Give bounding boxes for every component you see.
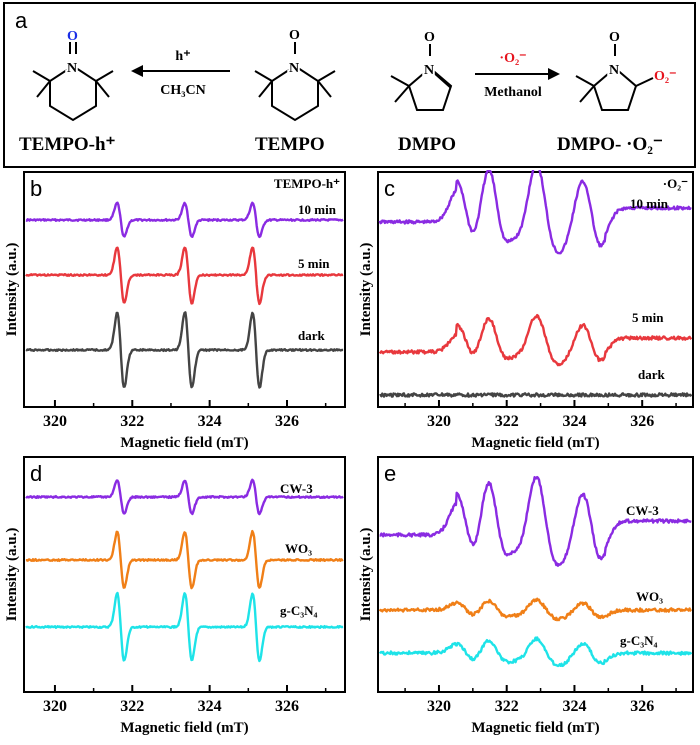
series-line: [25, 591, 344, 663]
dmpo-o2-n-bg: N: [609, 63, 619, 78]
y-axis-label: Intensity (a.u.): [358, 528, 374, 622]
series-label: WO₃: [636, 589, 663, 604]
panel-c: c ·O₂⁻ 320 322 324 326 Magnetic field (mT) Inte…: [350, 162, 700, 460]
series-label: 5 min: [298, 256, 330, 271]
tempo-structure: [254, 42, 336, 122]
tempo-label: TEMPO: [255, 134, 325, 155]
x-tick-label: 322: [120, 413, 144, 430]
series-label: dark: [638, 367, 666, 382]
x-tick-label: 326: [630, 698, 654, 715]
x-tick-label: 320: [427, 698, 451, 715]
series-label: 5 min: [632, 310, 664, 325]
series-line: [379, 475, 692, 567]
series-label: g-C₃N₄: [620, 633, 658, 648]
x-tick-label: 324: [198, 413, 222, 430]
dmpo-o2-radical: O₂⁻: [654, 69, 676, 84]
x-axis-label: Magnetic field (mT): [471, 720, 599, 736]
series-line: [379, 392, 693, 398]
series-line: [378, 597, 693, 622]
panel-label-a: a: [15, 8, 28, 33]
series-label: g-C₃N₄: [280, 603, 318, 618]
tempo-h-n: N: [67, 61, 77, 76]
dmpo-o2-n: N: [609, 63, 619, 78]
scheme-svg: a N N O TEMPO-h⁺ h⁺ CH₃CN N N O TEMPO: [15, 8, 676, 155]
dmpo-structure: [390, 44, 453, 111]
x-tick-label: 324: [562, 413, 586, 430]
series-line: [25, 311, 344, 389]
x-axis-label: Magnetic field (mT): [120, 435, 248, 451]
tempo-n: N: [289, 61, 299, 76]
tempo-h-label: TEMPO-h⁺: [19, 134, 116, 155]
series-label: 10 min: [630, 196, 669, 211]
x-tick-label: 320: [427, 413, 451, 430]
x-tick-label: 326: [275, 698, 299, 715]
chart-d: d 320 322 324 326 Magnetic field (mT) Intensit…: [4, 456, 346, 736]
x-tick-label: 324: [562, 698, 586, 715]
series-label: dark: [298, 328, 326, 343]
panel-label: d: [30, 461, 42, 486]
dmpo-n: N: [424, 63, 434, 78]
y-axis-label: Intensity (a.u.): [358, 243, 374, 337]
x-tick-label: 326: [630, 413, 654, 430]
x-axis-label: Magnetic field (mT): [471, 435, 599, 451]
dmpo-label: DMPO: [398, 134, 456, 155]
plot-frame: [377, 171, 694, 408]
y-axis-label: Intensity (a.u.): [4, 243, 20, 337]
reaction-arrow-1: [131, 65, 230, 77]
panel-b: b TEMPO-h⁺ 320 322 324 326 Magnetic field (mT)…: [0, 170, 350, 460]
series-label: WO₃: [285, 541, 312, 556]
series-line: [25, 246, 344, 306]
tempo-h-o: O: [67, 29, 78, 44]
dmpo-o2-structure: [575, 44, 654, 111]
plot-frame: [377, 456, 694, 693]
panel-d: d 320 322 324 326 Magnetic field (mT) Intensit…: [0, 455, 350, 745]
series-line: [25, 529, 344, 590]
x-tick-label: 322: [495, 698, 519, 715]
reaction-arrow-2: [475, 68, 560, 80]
plot-frame: [23, 456, 346, 693]
x-tick-label: 324: [198, 698, 222, 715]
chart-title: ·O₂⁻: [663, 176, 688, 191]
x-tick-label: 322: [495, 413, 519, 430]
chart-e: e 320 322 324 326 Magnetic field (mT) Intensit…: [358, 456, 694, 736]
x-tick-label: 322: [120, 698, 144, 715]
reaction1-above: h⁺: [175, 49, 190, 64]
series-label: CW-3: [280, 481, 313, 496]
series-label: 10 min: [298, 202, 337, 217]
dmpo-n-bg: N: [424, 63, 434, 78]
series-line: [378, 313, 693, 367]
tempo-h-structure: [32, 42, 114, 122]
reaction1-below: CH₃CN: [160, 83, 205, 98]
chart-title: TEMPO-h⁺: [274, 176, 340, 191]
dmpo-o2-label: DMPO- ·O₂⁻: [557, 134, 663, 155]
reaction2-above: ·O₂⁻: [499, 51, 526, 66]
series-label: CW-3: [626, 503, 659, 518]
y-axis-label: Intensity (a.u.): [4, 528, 20, 622]
panel-label: e: [384, 461, 396, 486]
x-axis-label: Magnetic field (mT): [120, 720, 248, 736]
reaction-scheme: a N N O TEMPO-h⁺ h⁺ CH₃CN N N O TEMPO: [3, 2, 696, 168]
chart-b: b TEMPO-h⁺ 320 322 324 326 Magnetic field (mT)…: [4, 171, 346, 451]
series-line: [378, 636, 693, 668]
plot-frame: [23, 171, 346, 408]
tempo-n-bg: N: [289, 61, 299, 76]
series-line: [378, 162, 692, 255]
panel-e: e 320 322 324 326 Magnetic field (mT) Intensit…: [350, 455, 700, 745]
panel-label: c: [384, 176, 395, 201]
x-tick-label: 320: [43, 413, 67, 430]
panel-label: b: [30, 176, 42, 201]
reaction2-below: Methanol: [484, 85, 542, 100]
x-tick-label: 326: [275, 413, 299, 430]
series-line: [25, 478, 344, 516]
series-line: [25, 201, 344, 239]
chart-c: c ·O₂⁻ 320 322 324 326 Magnetic field (mT) Inte…: [358, 162, 694, 451]
dmpo-o: O: [424, 30, 435, 45]
dmpo-o2-o: O: [609, 30, 620, 45]
tempo-h-n-bg: N: [67, 61, 77, 76]
x-tick-label: 320: [43, 698, 67, 715]
tempo-o: O: [289, 28, 300, 43]
